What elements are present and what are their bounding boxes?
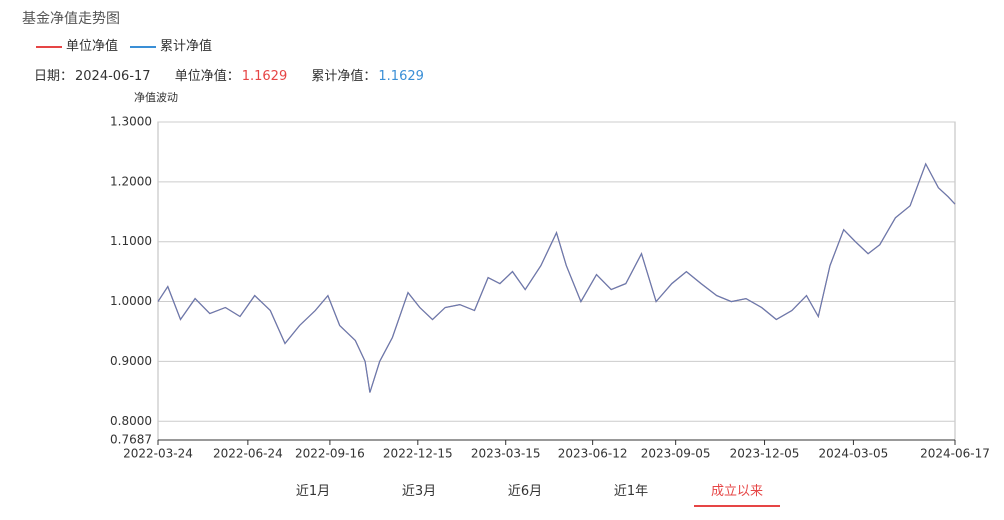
y-tick-label: 0.7687	[110, 433, 152, 447]
x-tick-label: 2023-03-15	[471, 447, 541, 461]
series-line	[157, 162, 956, 393]
x-tick-label: 2023-12-05	[730, 447, 800, 461]
y-axis-label: 净值波动	[134, 91, 178, 104]
range-button[interactable]: 近6月	[507, 484, 543, 499]
legend-item[interactable]: 单位净值	[36, 35, 118, 54]
range-button[interactable]: 近1月	[295, 484, 331, 499]
y-tick-label: 1.0000	[110, 294, 152, 308]
range-button[interactable]: 近3月	[401, 484, 437, 499]
x-tick-label: 2022-03-24	[123, 447, 193, 461]
plot-frame	[157, 121, 956, 441]
x-tick-label: 2022-12-15	[383, 447, 453, 461]
chart: 0.7687 0.8000 0.9000 1.0000 1.1000 1.2000 1.30…	[110, 115, 990, 461]
legend-swatch	[130, 45, 157, 48]
legend-label: 累计净值	[160, 39, 213, 54]
x-tick-label: 2022-09-16	[295, 447, 365, 461]
unit-value: 1.1629	[241, 69, 288, 84]
chart-title: 基金净值走势图	[22, 11, 120, 27]
x-tick-label: 2023-09-05	[641, 447, 711, 461]
unit-label: 单位净值：	[174, 69, 240, 84]
y-tick-label: 1.1000	[110, 234, 152, 248]
legend-item[interactable]: 累计净值	[130, 35, 212, 54]
y-tick-label: 0.9000	[110, 354, 152, 368]
range-buttons: 近1月 近3月 近6月 近1年 成立以来	[260, 480, 780, 507]
cum-value: 1.1629	[378, 69, 424, 84]
legend-label: 单位净值	[66, 39, 119, 54]
y-tick-label: 0.8000	[110, 414, 152, 428]
date: 2024-06-17	[75, 69, 151, 84]
date-label: 日期：	[34, 69, 74, 84]
x-tick-label: 2022-06-24	[213, 447, 283, 461]
y-tick-label: 1.3000	[110, 115, 152, 129]
cum-label: 累计净值：	[311, 69, 377, 84]
range-button[interactable]: 近1年	[613, 484, 649, 499]
legend: 单位净值 累计净值	[36, 35, 212, 54]
range-button[interactable]: 成立以来	[694, 480, 780, 507]
legend-swatch	[36, 45, 62, 48]
x-tick-label: 2024-06-17	[920, 447, 990, 461]
x-tick-label: 2024-03-05	[819, 447, 889, 461]
series-line	[157, 162, 956, 393]
y-tick-label: 1.2000	[110, 174, 152, 188]
info-line: 日期： 2024-06-17 单位净值： 1.1629 累计净值： 1.1629	[34, 65, 426, 84]
x-tick-label: 2023-06-12	[558, 447, 628, 461]
